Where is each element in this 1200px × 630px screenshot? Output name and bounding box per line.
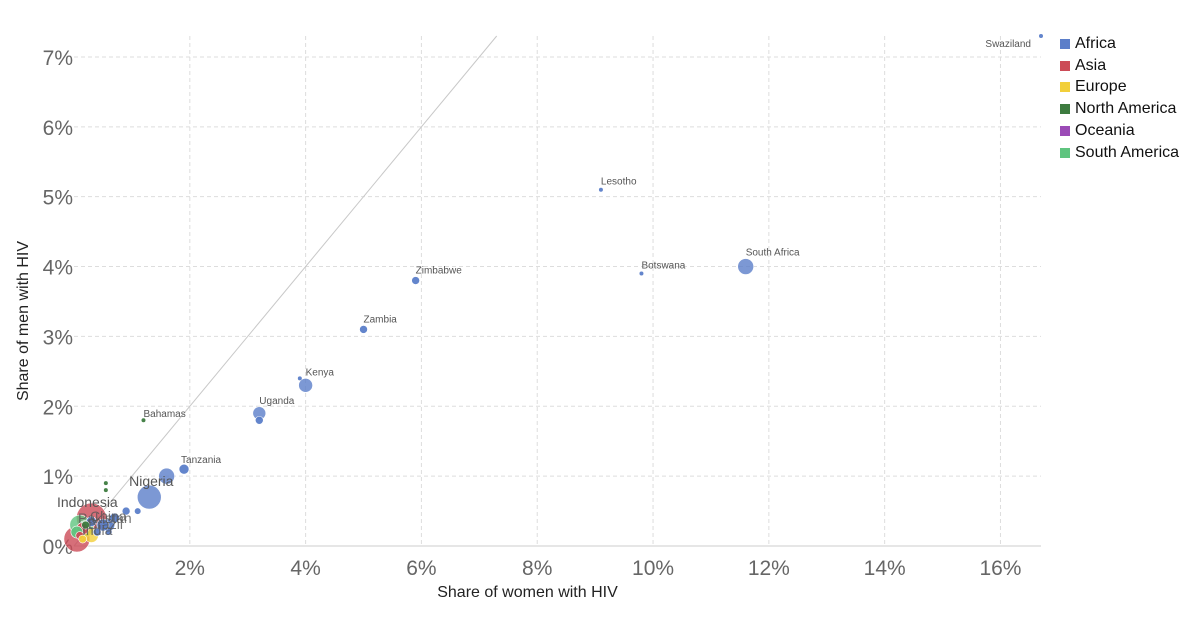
legend-swatch-asia <box>1060 60 1070 71</box>
data-point-africa[interactable] <box>737 258 754 275</box>
legend-label: Europe <box>1075 78 1127 96</box>
data-point-africa[interactable] <box>134 508 141 515</box>
legend-swatch-oceania <box>1060 126 1070 137</box>
data-point-africa[interactable] <box>298 378 313 393</box>
legend-label: South America <box>1075 143 1180 161</box>
data-point-africa[interactable] <box>109 512 120 524</box>
point-label: Zimbabwe <box>416 266 463 277</box>
point-label: Zambia <box>364 314 398 325</box>
data-point-north-america[interactable] <box>103 488 108 493</box>
y-tick-label: 1% <box>43 466 73 489</box>
x-tick-label: 8% <box>522 557 552 580</box>
point-label: Swaziland <box>985 39 1031 50</box>
legend-swatch-africa <box>1060 38 1070 49</box>
point-label: China <box>90 508 127 524</box>
point-label: Indonesia <box>57 494 118 510</box>
x-tick-label: 2% <box>175 557 205 580</box>
legend: Africa Asia Europe North America Oceania… <box>1060 33 1179 164</box>
point-label: Pakistan <box>78 510 132 526</box>
legend-item-north-america[interactable]: North America <box>1060 98 1179 120</box>
data-point-africa[interactable] <box>639 271 644 276</box>
y-tick-label: 5% <box>43 187 73 210</box>
data-point-north-america[interactable] <box>141 418 146 423</box>
data-point-europe[interactable] <box>78 534 87 544</box>
point-labels: Swaziland Lesotho Botswana South Africa Zimb… <box>57 39 1031 538</box>
data-point-africa[interactable] <box>178 463 190 475</box>
legend-label: Africa <box>1075 34 1116 52</box>
x-axis-ticks: 2% 4% 6% 8% 10% 12% 14% 16% <box>175 557 1022 580</box>
point-label: Lesotho <box>601 177 637 188</box>
data-points <box>63 34 1043 553</box>
x-tick-label: 16% <box>979 557 1021 580</box>
y-tick-label: 6% <box>43 117 73 140</box>
legend-item-europe[interactable]: Europe <box>1060 77 1179 99</box>
data-point-africa[interactable] <box>105 529 112 536</box>
data-point-africa[interactable] <box>598 187 603 192</box>
point-label: Brazil <box>88 516 123 532</box>
point-label: Kenya <box>306 367 335 378</box>
grid-lines <box>74 36 1041 546</box>
data-point-north-america[interactable] <box>103 481 108 486</box>
x-tick-label: 4% <box>290 557 320 580</box>
data-point-north-america[interactable] <box>81 520 90 530</box>
x-axis-title: Share of women with HIV <box>437 584 618 601</box>
y-tick-label: 2% <box>43 396 73 419</box>
data-point-africa[interactable] <box>359 325 368 334</box>
data-point-africa[interactable] <box>121 506 131 516</box>
legend-label: Oceania <box>1075 122 1135 140</box>
x-tick-label: 12% <box>748 557 790 580</box>
legend-item-south-america[interactable]: South America <box>1060 142 1179 164</box>
y-tick-label: 7% <box>43 47 73 70</box>
point-label: Uganda <box>259 396 294 407</box>
legend-swatch-south-america <box>1060 147 1070 158</box>
point-label: Tanzania <box>181 455 221 466</box>
legend-swatch-europe <box>1060 82 1070 93</box>
data-point-africa[interactable] <box>254 415 264 425</box>
legend-item-asia[interactable]: Asia <box>1060 55 1179 77</box>
x-tick-label: 6% <box>406 557 436 580</box>
data-point-africa[interactable] <box>411 276 420 285</box>
point-label: Nigeria <box>129 473 174 489</box>
y-axis-ticks: 0%1%2%3%4%5%6%7% <box>43 47 73 559</box>
legend-item-oceania[interactable]: Oceania <box>1060 120 1179 142</box>
x-tick-label: 10% <box>632 557 674 580</box>
equality-reference-line <box>73 35 498 547</box>
data-point-africa[interactable] <box>136 484 162 510</box>
data-point-africa[interactable] <box>96 518 110 532</box>
data-point-africa[interactable] <box>1039 34 1043 38</box>
legend-label: Asia <box>1075 56 1107 74</box>
point-label: India <box>82 522 113 538</box>
legend-item-africa[interactable]: Africa <box>1060 33 1179 55</box>
point-label: South Africa <box>746 248 800 259</box>
data-point-africa[interactable] <box>158 467 175 485</box>
point-label: Botswana <box>641 261 685 272</box>
y-tick-label: 3% <box>43 326 73 349</box>
data-point-africa[interactable] <box>297 376 302 381</box>
legend-swatch-north-america <box>1060 104 1070 115</box>
point-label: Bahamas <box>143 409 185 420</box>
data-point-africa[interactable] <box>92 527 102 537</box>
legend-label: North America <box>1075 100 1177 118</box>
x-tick-label: 14% <box>864 557 906 580</box>
y-tick-label: 4% <box>43 257 73 280</box>
y-axis-title: Share of men with HIV <box>15 241 32 401</box>
